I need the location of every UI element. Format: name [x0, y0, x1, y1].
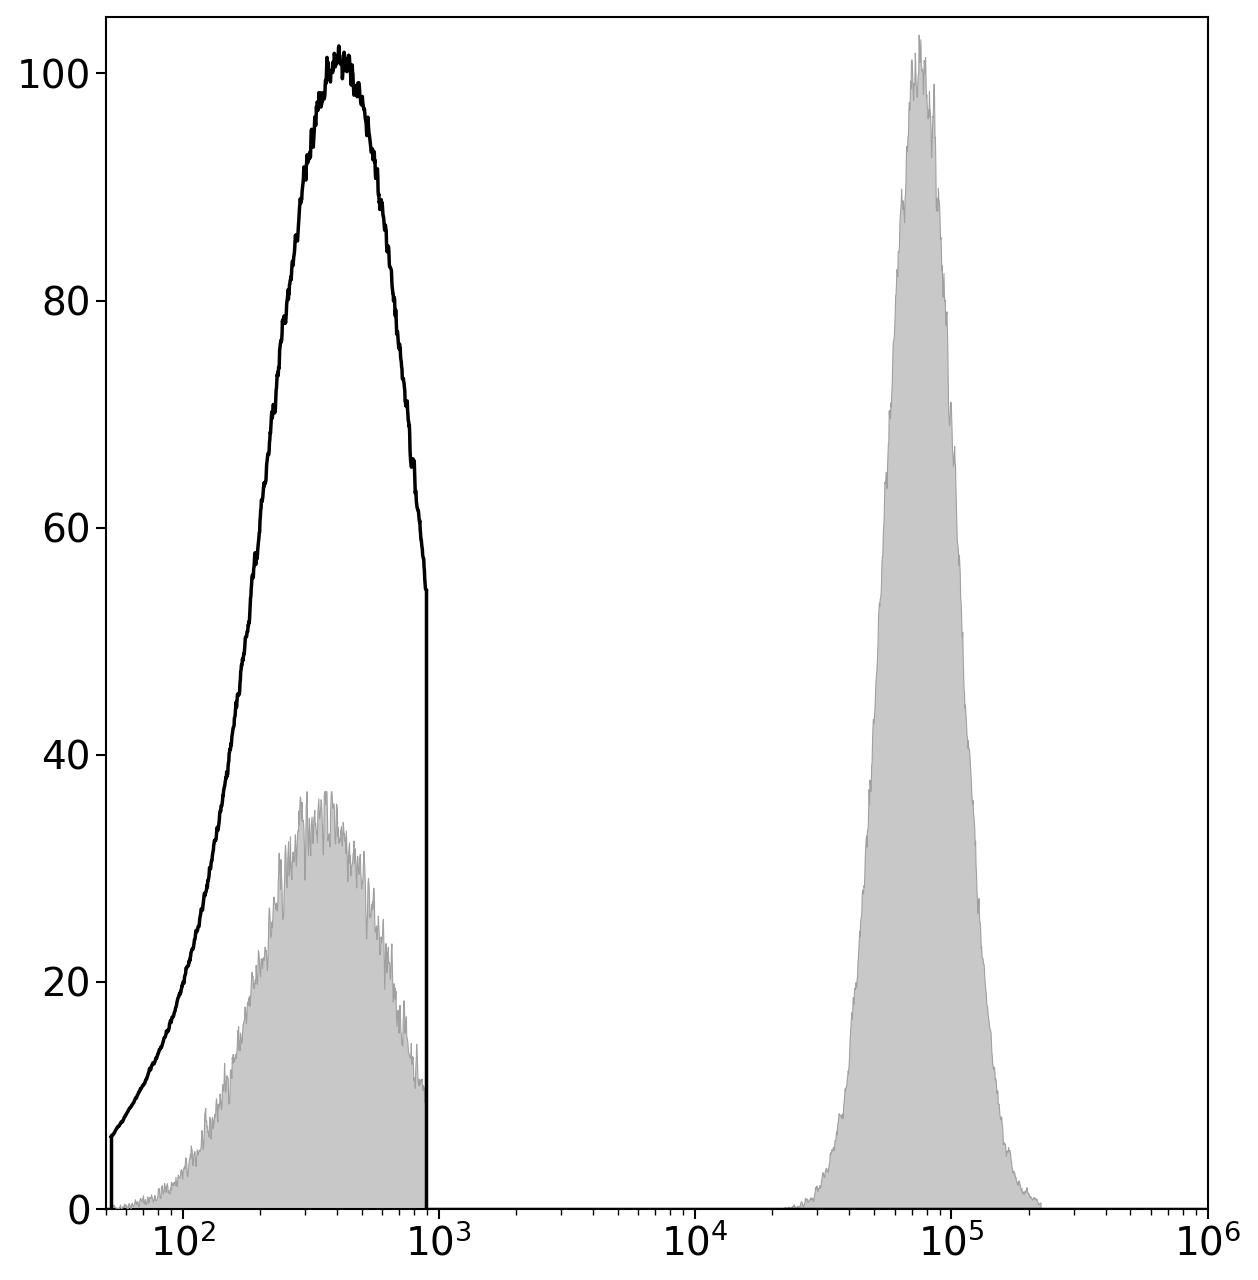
Polygon shape [111, 792, 426, 1210]
Polygon shape [785, 36, 1042, 1210]
